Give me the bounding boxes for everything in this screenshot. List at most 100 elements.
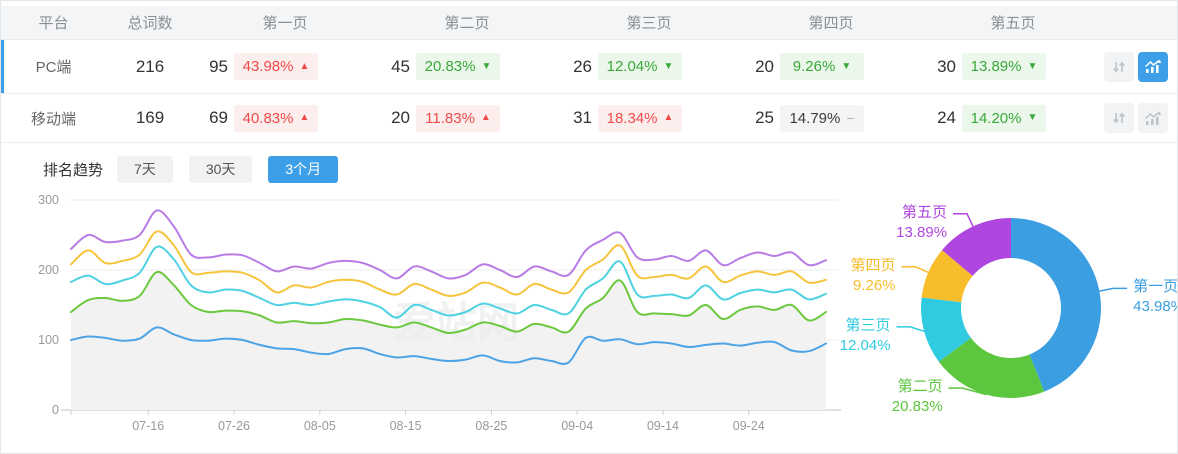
mobile-page4-cell: 25 14.79% − (740, 104, 922, 132)
active-row-indicator (1, 40, 4, 93)
count: 20 (391, 108, 410, 127)
series-总词数 (70, 209, 827, 280)
total-words: 216 (135, 56, 165, 76)
donut-slice-第一页 (1011, 218, 1101, 392)
donut-chart-svg (896, 212, 1128, 398)
mobile-page1-cell: 69 40.83% ▲ (194, 104, 376, 132)
col-page3: 第三页 (626, 15, 672, 32)
trend-arrow-icon: ▲ (480, 112, 491, 123)
svg-text:0: 0 (52, 403, 59, 417)
tab-3months[interactable]: 3个月 (268, 156, 339, 183)
pct-badge: 12.04% ▼ (598, 53, 682, 80)
rank-trend-line-chart: 0 100 200 300 07-16 07-26 08-05 08-15 08-25 09-04… (1, 187, 846, 449)
pct-badge: 43.98% ▲ (234, 53, 318, 80)
col-page5: 第五页 (990, 15, 1036, 32)
pie-label-第三页: 第三页 12.04% (840, 314, 891, 354)
pc-page3-cell: 26 12.04% ▼ (558, 53, 740, 80)
pie-label-pct: 13.89% (896, 223, 948, 241)
line-chart-svg: 0 100 200 300 07-16 07-26 08-05 08-15 08-25 09-04… (38, 193, 841, 433)
svg-text:07-26: 07-26 (218, 419, 250, 433)
table-row-mobile[interactable]: 移动端 169 69 40.83% ▲ 20 11.83% ▲ 31 18.34% ▲… (1, 94, 1177, 143)
pc-page4-cell: 20 9.26% ▼ (740, 53, 922, 80)
label-connector (948, 387, 987, 396)
trend-arrow-icon: − (846, 110, 855, 126)
count: 69 (209, 108, 228, 127)
sort-arrows-icon (1113, 61, 1125, 72)
donut-slice-第五页 (942, 218, 1011, 276)
mobile-page3-cell: 31 18.34% ▲ (558, 104, 740, 132)
pct-badge: 14.79% − (780, 104, 864, 132)
pct-badge: 20.83% ▼ (416, 53, 500, 80)
table-row-pc[interactable]: PC端 216 95 43.98% ▲ 45 20.83% ▼ 26 12.04% ▼… (1, 40, 1177, 94)
trend-chart-button[interactable] (1138, 103, 1168, 133)
pc-page1-cell: 95 43.98% ▲ (194, 53, 376, 80)
svg-text:200: 200 (38, 263, 59, 277)
series-第四页累计 (70, 230, 827, 297)
mobile-row-actions (1104, 103, 1177, 133)
label-connector (953, 212, 974, 227)
pie-label-name: 第三页 (845, 316, 891, 334)
pie-label-pct: 20.83% (891, 398, 943, 416)
count: 24 (937, 108, 956, 127)
pct-badge: 11.83% ▲ (416, 104, 500, 132)
trend-arrow-icon: ▼ (1027, 60, 1038, 72)
label-connector (1099, 287, 1128, 292)
pie-label-name: 第五页 (902, 203, 948, 221)
col-platform: 平台 (38, 15, 69, 32)
col-total-words: 总词数 (127, 15, 173, 32)
svg-text:08-25: 08-25 (475, 419, 507, 433)
pc-page2-cell: 45 20.83% ▼ (376, 53, 558, 80)
platform-name: PC端 (35, 59, 72, 76)
svg-text:300: 300 (38, 193, 59, 207)
sort-button[interactable] (1104, 51, 1134, 82)
trend-chart-icon (1144, 59, 1162, 73)
pie-label-name: 第四页 (850, 256, 896, 274)
total-words: 169 (135, 108, 165, 127)
svg-text:09-24: 09-24 (733, 419, 765, 433)
donut-slice-第三页 (921, 297, 971, 362)
count: 25 (755, 108, 774, 127)
trend-arrow-icon: ▲ (299, 112, 310, 123)
pie-label-pct: 9.26% (852, 276, 896, 294)
sort-arrows-icon (1113, 112, 1125, 124)
col-page4: 第四页 (808, 15, 854, 32)
trend-arrow-icon: ▼ (1027, 112, 1038, 123)
pct-badge: 14.20% ▼ (962, 104, 1046, 132)
pc-row-actions (1104, 51, 1177, 82)
trend-chart-icon (1144, 111, 1162, 125)
series-第三页累计 (70, 245, 827, 319)
pct-badge: 40.83% ▲ (234, 104, 318, 132)
pie-label-pct: 43.98% (1133, 298, 1177, 316)
tab-30days[interactable]: 30天 (188, 156, 253, 183)
pct-badge: 18.34% ▲ (598, 104, 682, 132)
trend-arrow-icon: ▲ (299, 60, 310, 72)
pie-label-第一页: 第一页 43.98% (1133, 275, 1177, 316)
sort-button[interactable] (1104, 103, 1134, 133)
svg-text:07-16: 07-16 (132, 419, 164, 433)
pc-page5-cell: 30 13.89% ▼ (922, 53, 1104, 80)
col-page1: 第一页 (262, 15, 308, 32)
svg-text:09-04: 09-04 (561, 419, 593, 433)
trend-arrow-icon: ▼ (663, 60, 674, 72)
label-connector (896, 326, 925, 333)
pie-label-第二页: 第二页 20.83% (892, 375, 943, 415)
count: 26 (573, 56, 592, 76)
platform-name: 移动端 (30, 110, 76, 128)
trend-tabs-row: 排名趋势 7天 30天 3个月 (43, 156, 1177, 183)
count: 95 (209, 56, 228, 76)
svg-text:09-14: 09-14 (647, 419, 679, 433)
trend-chart-button[interactable] (1138, 51, 1168, 82)
donut-slice-第四页 (921, 250, 973, 303)
page-distribution-donut-chart: 第一页 43.98% 第二页 20.83% 第三页 12.04% 第四页 9.26% 第五页 13… (840, 171, 1177, 447)
label-connector (901, 266, 929, 274)
pct-badge: 13.89% ▼ (962, 53, 1046, 80)
pie-label-第四页: 第四页 9.26% (851, 254, 896, 294)
pie-label-name: 第二页 (897, 378, 943, 396)
count: 45 (391, 56, 410, 76)
count: 31 (573, 108, 592, 127)
col-page2: 第二页 (444, 15, 490, 32)
pie-label-第五页: 第五页 13.89% (896, 201, 947, 241)
tab-7days[interactable]: 7天 (117, 156, 173, 183)
count: 30 (937, 56, 956, 76)
